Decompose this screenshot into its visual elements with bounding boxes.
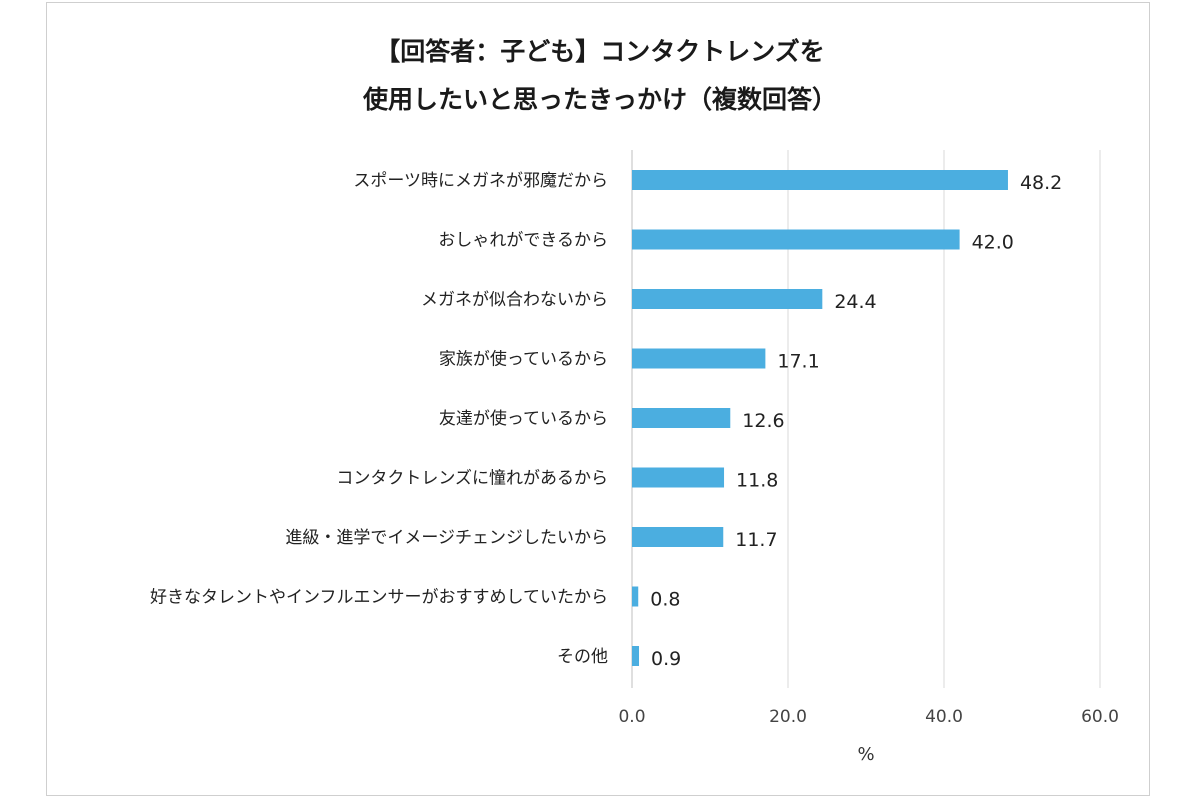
category-label: 友達が使っているから [439, 408, 608, 429]
category-label: 家族が使っているから [439, 349, 608, 370]
bar [632, 467, 725, 488]
category-label: 好きなタレントやインフルエンサーがおすすめしていたから [150, 588, 608, 608]
category-label: 進級・進学でイメージチェンジしたいから [285, 528, 608, 548]
data-label: 17.1 [777, 351, 819, 373]
data-label: 11.8 [736, 470, 778, 492]
bar [632, 586, 639, 607]
x-axis-title: % [857, 744, 874, 765]
bar [632, 408, 731, 428]
data-label: 0.9 [651, 648, 681, 670]
chart-title-line-1: 【回答者：子ども】コンタクトレンズを [375, 37, 825, 66]
data-label: 12.6 [742, 410, 784, 432]
x-tick-label: 40.0 [925, 707, 963, 727]
category-label: その他 [557, 647, 608, 667]
bar [632, 646, 640, 666]
bar [632, 229, 960, 250]
x-tick-label: 0.0 [618, 707, 645, 727]
chart-title: 【回答者：子ども】コンタクトレンズを 使用したいと思ったきっかけ（複数回答） [0, 28, 1200, 124]
category-label: おしゃれができるから [438, 231, 608, 251]
category-label: コンタクトレンズに憧れがあるから [336, 469, 608, 489]
data-label: 11.7 [735, 529, 777, 551]
chart-title-line-2: 使用したいと思ったきっかけ（複数回答） [362, 85, 837, 114]
data-label: 48.2 [1020, 172, 1062, 194]
bar [632, 289, 823, 309]
category-label: メガネが似合わないから [421, 290, 608, 310]
category-label: スポーツ時にメガネが邪魔だから [353, 171, 608, 191]
bar [632, 527, 724, 547]
chart-frame [46, 2, 1150, 796]
bar [632, 348, 766, 369]
data-label: 0.8 [650, 589, 680, 611]
data-label: 24.4 [834, 291, 876, 313]
x-tick-label: 20.0 [769, 707, 807, 727]
data-label: 42.0 [972, 232, 1014, 254]
bar [632, 170, 1008, 190]
x-tick-label: 60.0 [1081, 707, 1119, 727]
